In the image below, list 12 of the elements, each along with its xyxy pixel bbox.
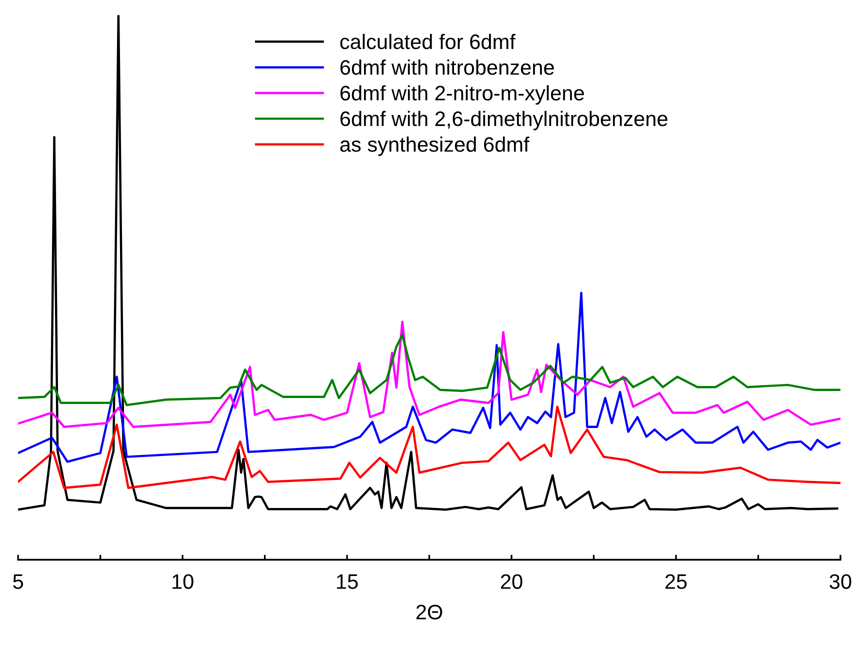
legend-label: calculated for 6dmf: [340, 34, 516, 50]
legend-label: as synthesized 6dmf: [340, 136, 530, 156]
x-tick-label: 25: [665, 574, 687, 589]
x-tick-label: 5: [13, 574, 24, 589]
x-tick-label: 15: [337, 574, 358, 589]
x-tick-label: 10: [172, 574, 194, 589]
x-tick-label: 20: [500, 574, 522, 589]
x-axis-title: 2Θ: [416, 604, 442, 620]
legend-label: 6dmf with 2,6-dimethylnitrobenzene: [340, 110, 668, 130]
legend-label: 6dmf with nitrobenzene: [340, 60, 554, 75]
x-tick-label: 30: [830, 574, 852, 589]
legend-label: 6dmf with 2-nitro-m-xylene: [340, 85, 584, 105]
